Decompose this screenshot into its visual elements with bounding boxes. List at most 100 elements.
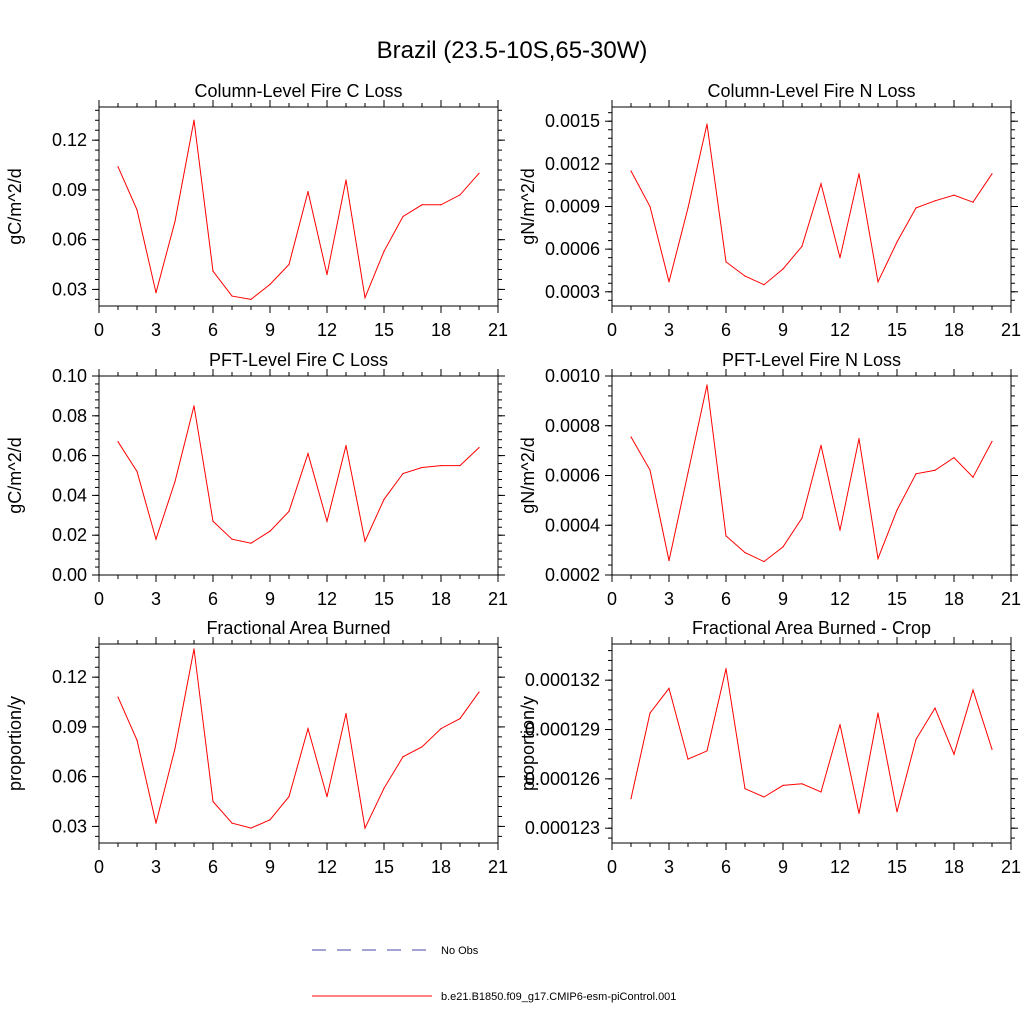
x-tick-label: 18 xyxy=(944,589,964,609)
y-tick-label: 0.0002 xyxy=(545,565,600,585)
data-point xyxy=(649,712,651,714)
panel-title: Fractional Area Burned - Crop xyxy=(692,618,931,638)
chart-panel-6: Fractional Area Burned - Crop proportion/… xyxy=(518,618,1021,877)
data-point xyxy=(326,795,328,798)
y-tick-label: 0.03 xyxy=(52,279,87,299)
data-point xyxy=(212,270,214,272)
data-point xyxy=(155,292,157,294)
x-tick-label: 6 xyxy=(721,320,731,340)
x-tick-label: 21 xyxy=(1001,589,1021,609)
data-point xyxy=(896,241,898,243)
x-tick-label: 3 xyxy=(151,320,161,340)
y-axis-label: proportion/y xyxy=(518,696,538,791)
data-point xyxy=(706,384,708,386)
x-tick-label: 9 xyxy=(265,857,275,877)
data-point xyxy=(421,746,423,748)
data-point xyxy=(478,447,480,449)
data-point xyxy=(250,827,252,829)
y-tick-label: 0.000126 xyxy=(525,769,600,789)
legend: No Obs b.e21.B1850.f09_g17.CMIP6-esm-piC… xyxy=(312,945,676,1003)
y-tick-label: 0.0008 xyxy=(545,416,600,436)
data-point xyxy=(440,464,442,467)
data-point xyxy=(858,438,860,440)
data-point xyxy=(117,696,119,698)
data-point xyxy=(174,747,176,750)
figure-title: Brazil (23.5-10S,65-30W) xyxy=(377,37,648,64)
x-tick-label: 15 xyxy=(374,320,394,340)
series-line-1 xyxy=(117,120,480,300)
data-point xyxy=(459,718,461,720)
data-point xyxy=(706,123,708,125)
y-tick-label: 0.0006 xyxy=(545,466,600,486)
data-point xyxy=(877,281,879,283)
y-tick-label: 0.10 xyxy=(52,366,87,386)
chart-panel-2: Column-Level Fire N Loss gN/m^2/d 0 3 6 9 12 15… xyxy=(518,81,1021,340)
data-point xyxy=(953,456,955,459)
y-tick-label: 0.0009 xyxy=(545,197,600,217)
legend-model-label: b.e21.B1850.f09_g17.CMIP6-esm-piControl.… xyxy=(441,991,676,1003)
data-point xyxy=(193,405,195,407)
data-point xyxy=(668,687,670,690)
data-point xyxy=(478,691,480,693)
y-axis-label: gC/m^2/d xyxy=(5,437,25,513)
data-point xyxy=(725,261,727,263)
data-point xyxy=(839,257,841,259)
y-tick-label: 0.08 xyxy=(52,406,87,426)
chart-panels: Column-Level Fire C Loss gC/m^2/d 0 3 6 9 12 15… xyxy=(5,81,1021,877)
y-tick-label: 0.0004 xyxy=(545,515,600,535)
x-tick-label: 9 xyxy=(778,320,788,340)
data-point xyxy=(307,190,309,193)
x-tick-label: 21 xyxy=(1001,320,1021,340)
data-point xyxy=(345,445,347,447)
data-point xyxy=(782,784,784,787)
data-point xyxy=(839,723,841,726)
data-point xyxy=(744,275,746,277)
data-point xyxy=(706,750,708,752)
data-point xyxy=(687,207,689,209)
data-point xyxy=(820,444,822,447)
x-tick-label: 6 xyxy=(721,857,731,877)
panel-title: PFT-Level Fire N Loss xyxy=(722,350,901,370)
y-tick-label: 0.06 xyxy=(52,446,87,466)
y-tick-label: 0.04 xyxy=(52,485,87,505)
data-point xyxy=(231,822,233,824)
data-point xyxy=(972,689,974,691)
chart-panel-5: Fractional Area Burned proportion/y 0 3 6 9 12… xyxy=(5,618,508,877)
data-point xyxy=(136,470,138,473)
x-tick-label: 0 xyxy=(94,320,104,340)
data-point xyxy=(972,201,974,203)
data-point xyxy=(269,530,271,532)
data-point xyxy=(630,797,632,800)
data-point xyxy=(725,668,727,670)
data-point xyxy=(269,819,271,821)
x-tick-label: 15 xyxy=(887,589,907,609)
data-point xyxy=(193,119,195,121)
x-tick-label: 12 xyxy=(830,857,850,877)
data-point xyxy=(991,173,993,175)
data-point xyxy=(478,172,480,174)
y-tick-label: 0.06 xyxy=(52,230,87,250)
data-point xyxy=(383,498,385,500)
legend-no-obs-label: No Obs xyxy=(441,945,479,957)
data-point xyxy=(820,791,822,793)
x-tick-label: 12 xyxy=(830,589,850,609)
x-tick-label: 3 xyxy=(151,857,161,877)
chart-panel-4: PFT-Level Fire N Loss gN/m^2/d 0 3 6 9 12 15 18 2… xyxy=(518,350,1021,609)
series-line-1 xyxy=(117,405,480,544)
x-tick-label: 6 xyxy=(208,857,218,877)
data-point xyxy=(250,298,252,300)
data-point xyxy=(307,727,309,730)
x-tick-label: 12 xyxy=(830,320,850,340)
data-point xyxy=(839,529,841,531)
data-point xyxy=(440,204,442,206)
y-tick-label: 0.0010 xyxy=(545,366,600,386)
chart-panel-3: PFT-Level Fire C Loss gC/m^2/d 0 3 6 9 12 15 18 2… xyxy=(5,350,508,609)
data-point xyxy=(858,812,860,814)
data-point xyxy=(896,509,898,511)
data-point xyxy=(953,753,955,755)
data-point xyxy=(725,535,727,537)
y-tick-label: 0.000123 xyxy=(525,818,600,838)
data-point xyxy=(630,436,632,438)
x-tick-label: 18 xyxy=(944,320,964,340)
y-axis-label: gC/m^2/d xyxy=(5,168,25,244)
